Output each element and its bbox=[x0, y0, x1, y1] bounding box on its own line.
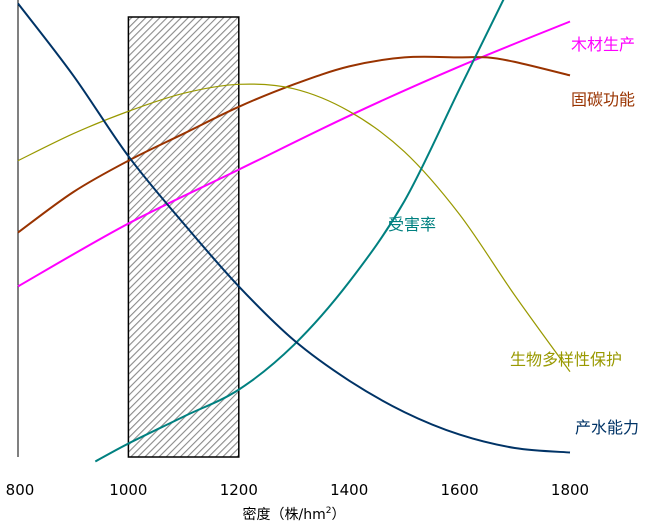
series-label-3: 受害率 bbox=[388, 215, 436, 234]
x-tick-label-0: 800 bbox=[6, 481, 35, 499]
x-tick-label-5: 1800 bbox=[551, 481, 589, 499]
series-line-0 bbox=[17, 20, 571, 288]
x-tick-label-4: 1600 bbox=[441, 481, 479, 499]
series-label-2: 生物多样性保护 bbox=[510, 350, 622, 369]
x-tick-label-1: 1000 bbox=[109, 481, 147, 499]
series-line-1 bbox=[17, 55, 571, 234]
x-axis-title-main: 密度（株/hm bbox=[243, 506, 326, 523]
x-axis-title: 密度（株/hm2） bbox=[243, 506, 346, 523]
series-line-3 bbox=[94, 0, 505, 463]
highlight-band bbox=[127, 16, 240, 458]
series-label-1: 固碳功能 bbox=[571, 90, 635, 109]
x-axis-title-sup: 2 bbox=[326, 506, 332, 516]
series-label-0: 木材生产 bbox=[571, 35, 635, 54]
x-tick-label-3: 1400 bbox=[330, 481, 368, 499]
series-line-4 bbox=[17, 2, 571, 454]
x-axis-title-close: ） bbox=[331, 507, 345, 523]
series-line-2 bbox=[17, 83, 571, 373]
series-label-4: 产水能力 bbox=[575, 418, 639, 437]
x-tick-label-2: 1200 bbox=[220, 481, 258, 499]
